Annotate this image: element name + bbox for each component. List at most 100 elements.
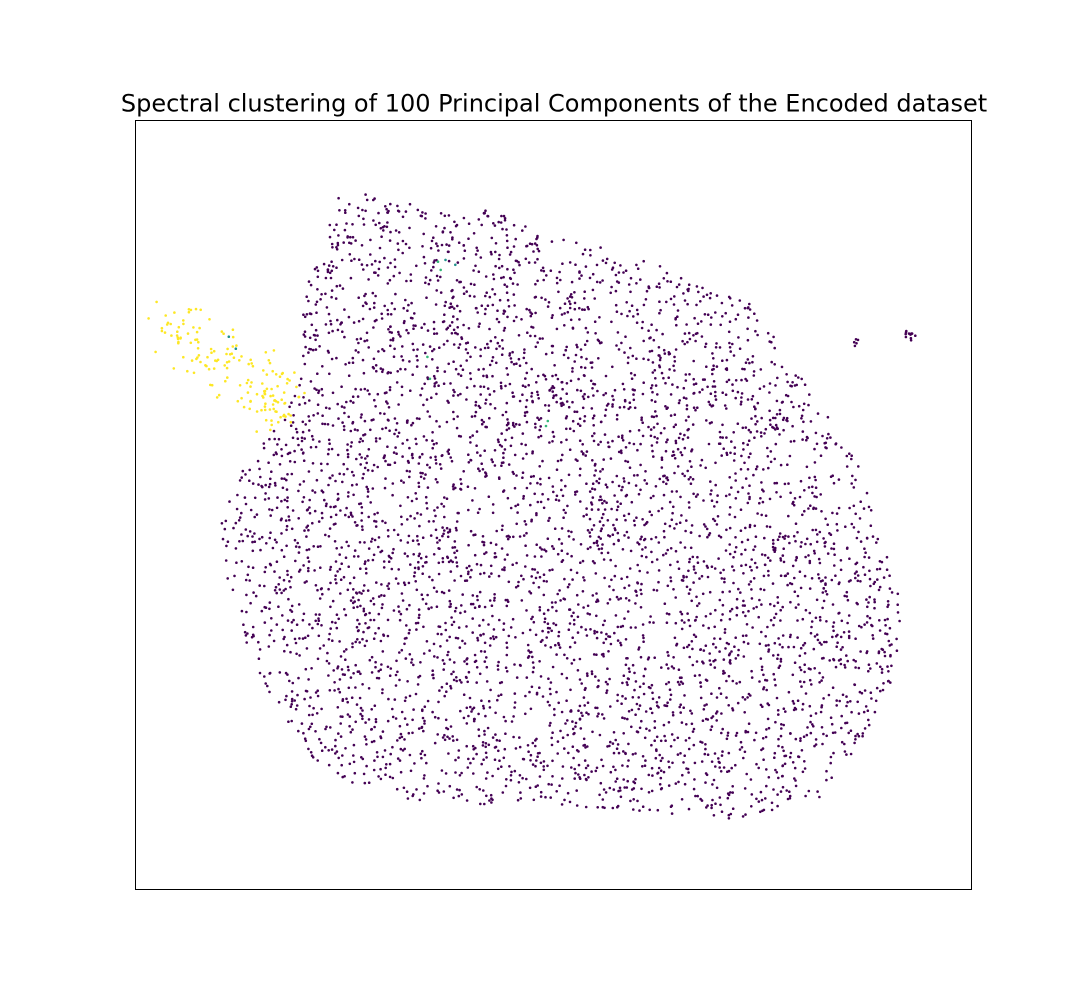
scatter-point-cluster-0	[388, 330, 392, 334]
scatter-point-cluster-0	[539, 795, 543, 798]
scatter-point-cluster-0	[500, 387, 503, 390]
scatter-point-cluster-0	[487, 495, 491, 499]
scatter-point-cluster-0	[683, 754, 686, 757]
scatter-point-cluster-1	[240, 396, 243, 400]
scatter-point-cluster-0	[546, 498, 550, 501]
scatter-point-cluster-0	[909, 336, 913, 340]
scatter-point-cluster-0	[605, 501, 608, 505]
scatter-point-cluster-0	[495, 347, 498, 351]
scatter-point-cluster-0	[305, 508, 309, 512]
scatter-point-cluster-0	[500, 547, 504, 550]
scatter-point-cluster-0	[570, 530, 573, 534]
scatter-point-cluster-0	[638, 809, 641, 812]
scatter-point-cluster-0	[363, 419, 367, 423]
scatter-point-cluster-0	[843, 666, 847, 669]
scatter-point-cluster-0	[724, 393, 728, 397]
scatter-point-cluster-0	[481, 468, 485, 471]
scatter-point-cluster-0	[828, 659, 831, 662]
scatter-point-cluster-0	[513, 271, 516, 275]
scatter-point-cluster-0	[556, 377, 560, 381]
scatter-point-cluster-0	[484, 307, 487, 311]
scatter-point-cluster-0	[480, 418, 484, 422]
scatter-point-cluster-0	[451, 560, 455, 564]
scatter-point-cluster-0	[529, 482, 532, 485]
scatter-point-cluster-0	[499, 384, 503, 388]
scatter-point-cluster-0	[758, 680, 761, 683]
scatter-point-cluster-0	[714, 765, 717, 768]
scatter-point-cluster-0	[782, 560, 786, 564]
scatter-point-cluster-0	[479, 454, 482, 457]
scatter-point-cluster-0	[747, 692, 751, 696]
scatter-point-cluster-0	[462, 323, 465, 327]
scatter-point-cluster-0	[534, 576, 538, 580]
scatter-point-cluster-0	[320, 749, 324, 752]
scatter-point-cluster-0	[482, 758, 485, 761]
scatter-point-cluster-0	[727, 674, 731, 678]
scatter-point-cluster-0	[799, 545, 803, 548]
scatter-point-cluster-0	[528, 690, 531, 694]
scatter-point-cluster-0	[529, 503, 532, 507]
scatter-point-cluster-0	[878, 585, 882, 589]
scatter-point-cluster-0	[691, 555, 695, 559]
scatter-point-cluster-0	[381, 368, 385, 371]
scatter-point-cluster-0	[460, 337, 464, 341]
scatter-point-cluster-0	[673, 527, 676, 530]
scatter-point-cluster-0	[235, 507, 239, 511]
scatter-point-cluster-0	[846, 700, 849, 704]
scatter-point-cluster-0	[508, 352, 512, 355]
scatter-point-cluster-0	[478, 624, 481, 627]
scatter-point-cluster-0	[718, 346, 722, 349]
scatter-point-cluster-0	[294, 641, 298, 645]
scatter-point-cluster-0	[619, 795, 623, 799]
scatter-point-cluster-0	[450, 616, 453, 619]
scatter-point-cluster-0	[806, 726, 809, 729]
scatter-point-cluster-0	[688, 557, 692, 561]
scatter-point-cluster-0	[579, 348, 583, 351]
scatter-point-cluster-0	[320, 707, 323, 711]
scatter-point-cluster-0	[674, 348, 678, 351]
scatter-point-cluster-0	[541, 695, 545, 698]
scatter-point-cluster-0	[674, 439, 678, 443]
scatter-point-cluster-0	[474, 346, 477, 349]
scatter-point-cluster-0	[889, 653, 892, 657]
scatter-point-cluster-0	[552, 435, 556, 438]
scatter-point-cluster-0	[329, 581, 332, 585]
scatter-point-cluster-0	[433, 377, 437, 380]
scatter-point-cluster-0	[845, 704, 848, 708]
scatter-point-cluster-0	[637, 646, 641, 649]
scatter-point-cluster-0	[408, 694, 412, 698]
scatter-point-cluster-0	[670, 733, 674, 736]
scatter-point-cluster-0	[352, 555, 356, 558]
scatter-point-cluster-0	[873, 598, 876, 601]
scatter-point-cluster-0	[465, 722, 469, 725]
scatter-point-cluster-0	[488, 295, 492, 299]
scatter-point-cluster-0	[470, 710, 473, 713]
scatter-point-cluster-0	[378, 437, 382, 440]
scatter-point-cluster-1	[282, 413, 286, 417]
scatter-point-cluster-0	[428, 649, 431, 652]
scatter-point-cluster-0	[635, 516, 638, 519]
scatter-point-cluster-0	[730, 607, 734, 611]
scatter-point-cluster-0	[588, 613, 592, 616]
scatter-point-cluster-1	[172, 367, 176, 370]
scatter-point-cluster-0	[505, 239, 509, 243]
scatter-point-cluster-0	[722, 568, 725, 572]
scatter-point-cluster-1	[175, 334, 179, 337]
scatter-point-cluster-0	[491, 511, 495, 515]
scatter-point-cluster-0	[750, 793, 754, 796]
scatter-point-cluster-0	[417, 462, 421, 465]
scatter-point-cluster-0	[363, 562, 367, 566]
scatter-point-cluster-0	[559, 599, 562, 602]
scatter-point-cluster-0	[268, 601, 272, 604]
scatter-point-cluster-0	[696, 604, 699, 608]
scatter-point-cluster-0	[694, 382, 698, 386]
scatter-point-cluster-0	[336, 402, 340, 406]
scatter-point-cluster-0	[571, 419, 575, 423]
scatter-point-cluster-0	[629, 346, 632, 350]
scatter-point-cluster-0	[714, 398, 718, 401]
scatter-point-cluster-0	[449, 687, 453, 690]
scatter-point-cluster-0	[746, 443, 749, 447]
scatter-point-cluster-0	[889, 681, 892, 684]
scatter-point-cluster-0	[589, 546, 592, 549]
scatter-point-cluster-0	[249, 601, 252, 605]
